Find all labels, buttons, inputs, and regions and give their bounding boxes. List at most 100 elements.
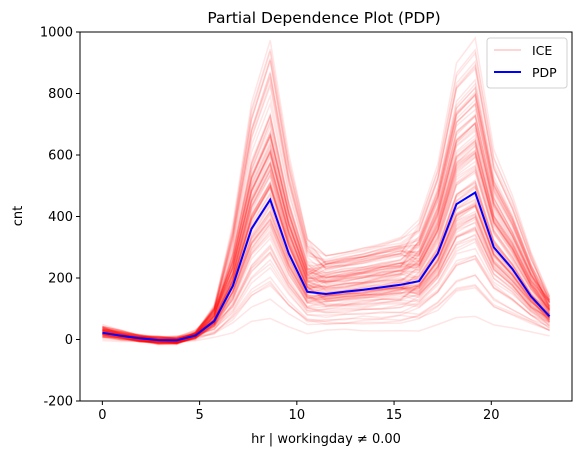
x-tick-label: 20	[483, 408, 500, 423]
pdp-line	[102, 190, 551, 342]
ice-line	[102, 216, 551, 344]
ice-line	[102, 150, 551, 346]
ice-line	[102, 183, 551, 345]
ice-line	[102, 209, 550, 344]
y-axis-label: cnt	[11, 206, 26, 226]
ice-line	[102, 142, 551, 345]
x-axis-label: hr | workingday ≠ 0.00	[251, 432, 401, 447]
legend: ICE PDP	[486, 37, 568, 89]
ice-line	[102, 282, 550, 339]
ice-line	[102, 122, 551, 340]
ice-line	[102, 73, 551, 344]
ice-line	[102, 237, 551, 341]
ice-line	[102, 59, 551, 345]
ice-line	[102, 204, 551, 344]
ice-line	[102, 202, 551, 340]
ice-line	[102, 122, 551, 338]
ice-line	[102, 113, 551, 344]
x-axis-ticks: 0 5 10 15 20	[98, 401, 500, 423]
ice-line	[102, 151, 551, 344]
ice-line	[102, 98, 551, 341]
ice-line	[102, 203, 551, 343]
ice-line	[102, 181, 550, 340]
plot-frame	[79, 31, 573, 402]
legend-pdp-label: PDP	[532, 65, 557, 80]
ice-line	[102, 209, 551, 344]
ice-line	[102, 161, 551, 345]
y-tick-label: 800	[48, 87, 73, 102]
ice-line	[102, 174, 551, 339]
ice-line	[102, 233, 551, 340]
ice-line	[102, 71, 551, 340]
ice-line	[102, 78, 551, 345]
ice-line	[102, 127, 551, 344]
y-tick-label: 1000	[40, 26, 73, 41]
ice-line	[102, 186, 551, 344]
y-tick-label: 600	[48, 149, 73, 164]
ice-line	[102, 82, 551, 345]
ice-line	[102, 194, 551, 340]
x-tick-label: 5	[195, 408, 203, 423]
ice-line	[102, 171, 551, 343]
pdp-layer	[102, 190, 551, 342]
x-tick-label: 0	[98, 408, 106, 423]
ice-line	[102, 178, 551, 345]
ice-line	[102, 185, 551, 344]
ice-line	[102, 51, 551, 345]
ice-line	[102, 258, 550, 344]
y-tick-label: 200	[48, 272, 73, 287]
y-axis-ticks: -200 0 200 400 600 800 1000	[40, 26, 80, 410]
ice-line	[102, 164, 551, 345]
ice-line	[102, 94, 551, 340]
ice-line	[102, 168, 551, 339]
ice-line	[102, 212, 550, 341]
ice-line	[102, 59, 551, 343]
ice-line	[102, 212, 551, 344]
ice-line	[102, 139, 551, 343]
ice-line	[102, 284, 550, 345]
ice-line	[102, 226, 551, 341]
ice-line	[102, 155, 551, 340]
ice-line	[102, 180, 551, 340]
ice-line	[102, 283, 550, 340]
legend-ice-label: ICE	[532, 43, 552, 58]
y-tick-label: 0	[65, 333, 73, 348]
ice-line	[102, 234, 550, 343]
ice-line	[102, 136, 551, 346]
ice-line	[102, 111, 551, 343]
y-tick-label: -200	[43, 395, 73, 410]
ice-line	[102, 51, 551, 341]
legend-box	[486, 37, 568, 89]
ice-line	[102, 156, 551, 343]
ice-line	[102, 133, 551, 340]
ice-line	[102, 172, 551, 339]
y-tick-label: 400	[48, 210, 73, 225]
ice-line	[102, 64, 551, 345]
ice-line	[102, 58, 551, 345]
ice-line	[102, 92, 551, 346]
ice-line	[102, 315, 550, 344]
ice-line	[102, 245, 551, 340]
ice-line	[102, 184, 551, 344]
ice-line	[102, 114, 551, 345]
ice-line	[102, 221, 550, 345]
ice-line	[102, 252, 550, 339]
ice-line	[102, 183, 551, 344]
ice-line	[102, 153, 551, 341]
ice-line	[102, 48, 551, 345]
ice-line	[102, 113, 551, 339]
x-tick-label: 15	[386, 408, 403, 423]
x-tick-label: 10	[289, 408, 306, 423]
ice-line	[102, 40, 551, 343]
ice-line	[102, 262, 550, 342]
ice-line	[102, 165, 551, 344]
ice-line	[102, 155, 551, 343]
ice-line	[102, 161, 551, 344]
ice-line	[102, 80, 551, 345]
chart-title: Partial Dependence Plot (PDP)	[207, 9, 440, 27]
ice-line	[102, 149, 551, 343]
ice-line	[102, 168, 551, 340]
ice-line	[102, 254, 551, 338]
